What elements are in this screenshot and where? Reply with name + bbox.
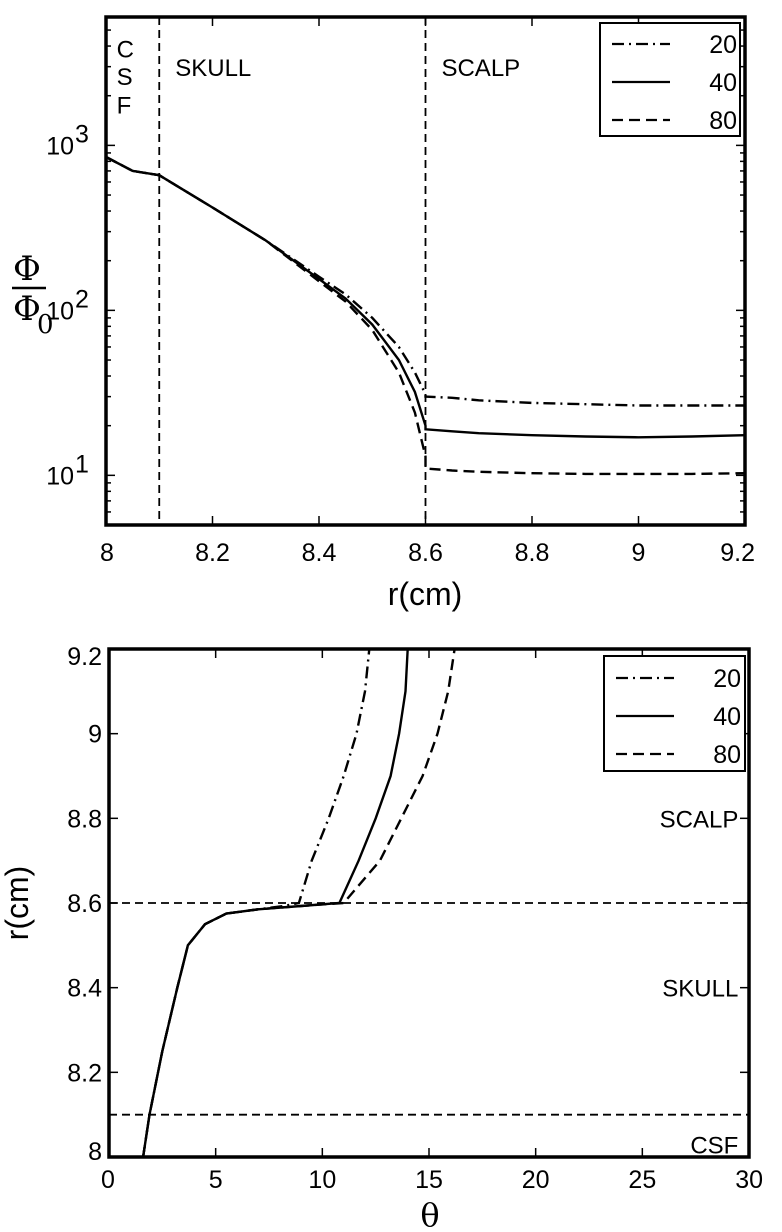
- legend-label: 40: [709, 69, 737, 97]
- y-tick-label: 9: [88, 721, 102, 749]
- series-line-80: [141, 648, 456, 1158]
- legend-label: 80: [709, 107, 737, 135]
- y-tick-label: 8.8: [67, 805, 102, 833]
- plot-frame: [104, 15, 747, 527]
- x-tick-label: 9.2: [720, 539, 755, 567]
- plot-frame: [107, 647, 751, 1159]
- region-label: SCALP: [660, 806, 739, 833]
- x-tick-label: 30: [735, 1166, 763, 1194]
- legend-label: 80: [713, 741, 741, 769]
- legend-box: [599, 22, 741, 137]
- y-tick-label: 8.4: [67, 975, 102, 1003]
- y-tick-base: 10: [46, 462, 74, 490]
- y-axis-label-denominator: Φ: [13, 289, 41, 329]
- legend: 20 40 80: [599, 22, 741, 137]
- bottom-chart: 0 5 10 15 20 25 30 8 8.2 8.4 8.6 8.8 9 9.2 SCALP SKULL C…: [0, 643, 763, 1232]
- y-tick-label: 8.2: [67, 1059, 102, 1087]
- x-tick-label: 5: [209, 1166, 223, 1194]
- y-tick-label: 8: [88, 1138, 102, 1166]
- legend-label: 40: [713, 703, 741, 731]
- y-axis-label: r(cm): [0, 866, 35, 941]
- x-tick-label: 8.8: [515, 539, 550, 567]
- y-tick-exponent: 2: [75, 285, 89, 313]
- y-tick-label: 8.6: [67, 890, 102, 918]
- y-tick-label: 10: [46, 462, 74, 490]
- y-tick-base: 10: [46, 132, 74, 160]
- region-label: S: [117, 64, 133, 91]
- x-tick-label: 8.4: [302, 539, 337, 567]
- legend-label: 20: [709, 31, 737, 59]
- y-tick-label: 10: [46, 297, 74, 325]
- region-label: F: [117, 92, 132, 119]
- x-tick-label: 25: [628, 1166, 656, 1194]
- x-tick-label: 10: [308, 1166, 336, 1194]
- y-axis-label-subscript: 0: [37, 310, 54, 340]
- x-tick-label: 15: [415, 1166, 443, 1194]
- series-line-80: [105, 155, 746, 476]
- series-line-40: [141, 648, 409, 1158]
- x-tick-label: 9: [632, 539, 646, 567]
- x-tick-label: 8.6: [408, 539, 443, 567]
- y-tick-base: 10: [46, 297, 74, 325]
- region-label: C: [117, 37, 134, 64]
- x-axis-label: θ: [420, 1196, 439, 1232]
- region-label: SKULL: [175, 55, 251, 82]
- y-axis-label-numerator: Φ: [13, 249, 41, 289]
- region-label: SCALP: [441, 55, 520, 82]
- region-label: SKULL: [662, 976, 738, 1003]
- legend-label: 20: [713, 665, 741, 693]
- y-tick-exponent: 1: [75, 450, 89, 478]
- x-tick-label: 20: [522, 1166, 550, 1194]
- y-tick-label: 10: [46, 132, 74, 160]
- x-tick-label: 8.2: [195, 539, 230, 567]
- y-tick-exponent: 3: [75, 120, 89, 148]
- x-axis-label: r(cm): [388, 576, 463, 612]
- x-tick-label: 0: [101, 1166, 115, 1194]
- legend: 20 40 80: [603, 655, 746, 772]
- series-line-20: [105, 155, 745, 407]
- x-tick-label: 8: [100, 539, 114, 567]
- y-tick-label: 9.2: [67, 643, 102, 671]
- region-label: CSF: [690, 1132, 738, 1159]
- legend-box: [603, 655, 746, 772]
